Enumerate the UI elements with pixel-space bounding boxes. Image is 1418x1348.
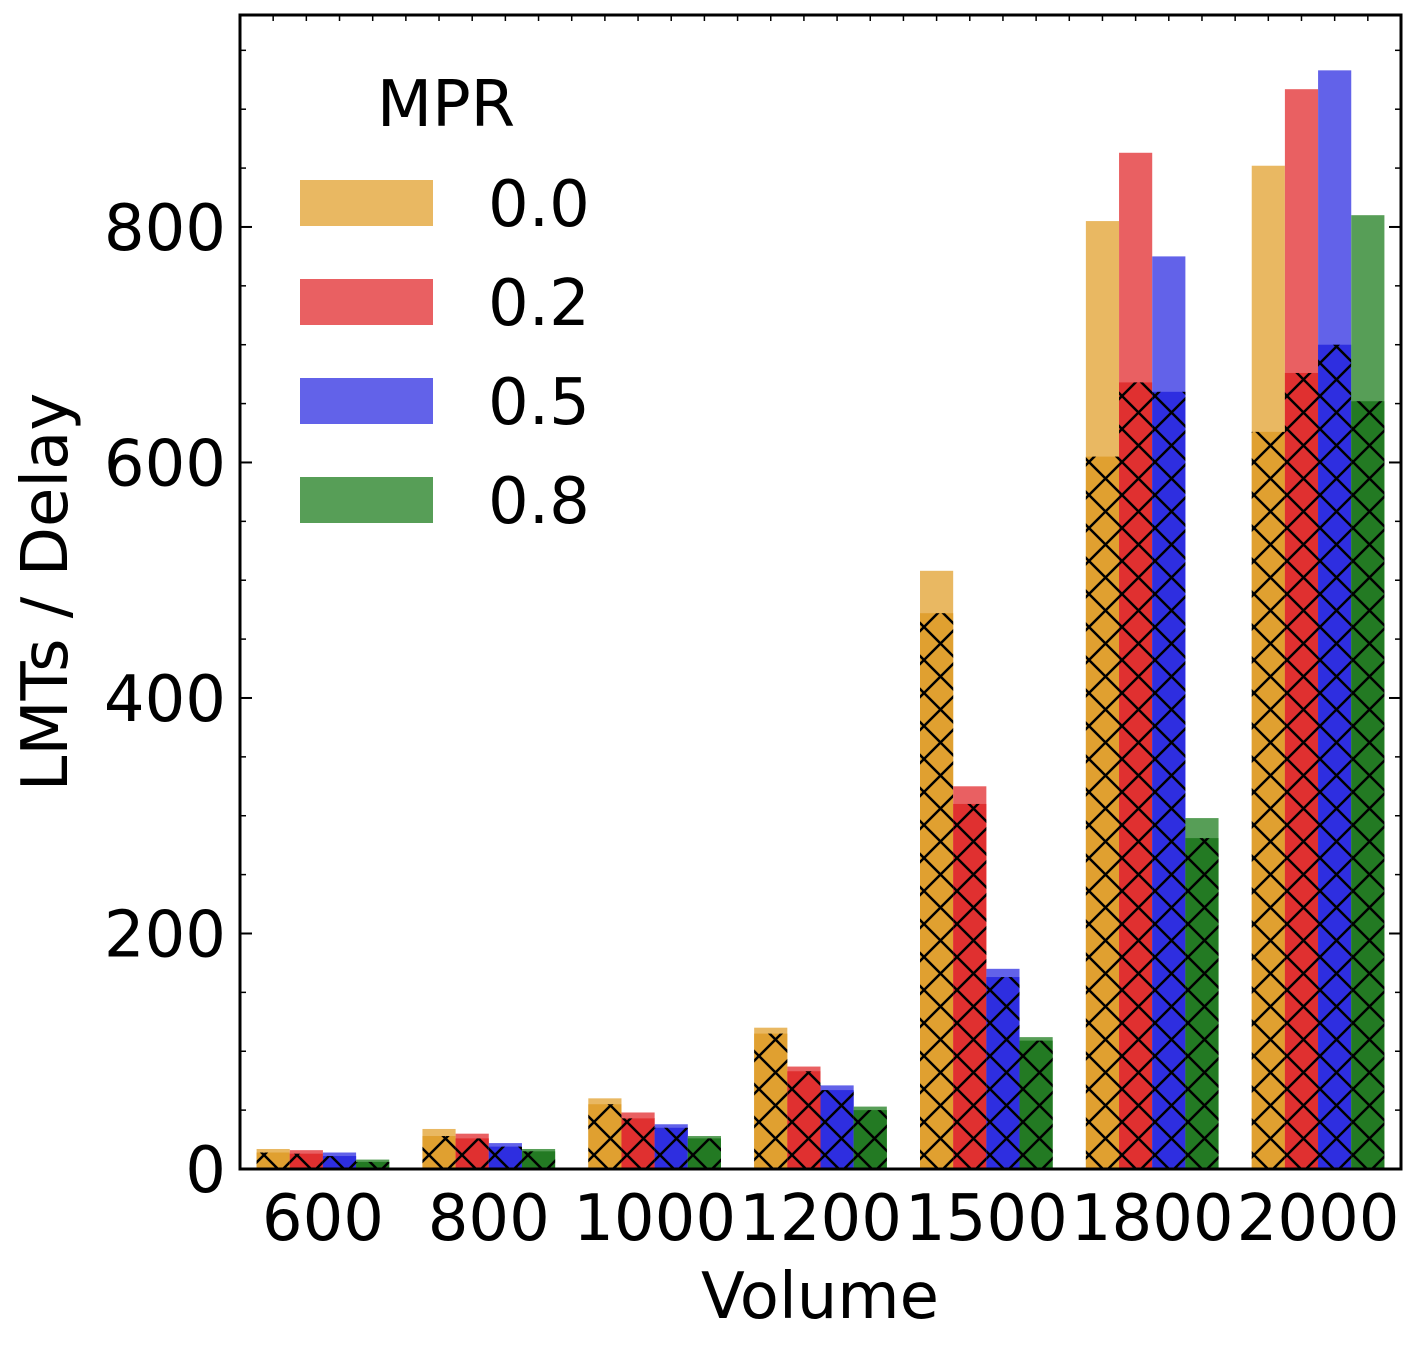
x-axis-label: Volume [701, 1260, 939, 1334]
x-axis-ticks: 600 800 1000 1200 1500 1800 2000 [262, 15, 1400, 1256]
bar-lmts-hatch-mpr-0.5-1500 [986, 977, 1020, 1169]
bar-lmts-hatch-mpr-0.0-1000 [588, 1104, 622, 1169]
legend-swatch-mpr-0.5 [300, 378, 433, 424]
y-tick-label: 200 [104, 898, 226, 972]
bar-lmts-hatch-mpr-0.5-1200 [820, 1090, 854, 1169]
bar-lmts-hatch-mpr-0.8-600 [356, 1161, 390, 1169]
bar-lmts-hatch-mpr-0.5-600 [322, 1156, 357, 1169]
legend-label-mpr-0.2: 0.2 [488, 267, 590, 341]
plot-frame [238, 13, 1403, 1171]
legend-title: MPR [377, 68, 515, 142]
y-tick-label: 0 [185, 1134, 226, 1208]
x-tick-label: 1500 [905, 1182, 1068, 1256]
bar-lmts-hatch-mpr-0.2-2000 [1284, 372, 1319, 1169]
bar-lmts-hatch-mpr-0.2-600 [289, 1153, 323, 1169]
y-tick-label: 400 [104, 663, 226, 737]
legend-swatch-mpr-0.8 [300, 477, 433, 523]
bar-lmts-hatch-mpr-0.8-1500 [1019, 1040, 1053, 1169]
bar-lmts-hatch-mpr-0.0-1800 [1085, 456, 1120, 1169]
bars-group [256, 70, 1385, 1170]
bar-lmts-hatch-mpr-0.2-1200 [787, 1071, 821, 1169]
bar-lmts-hatch-mpr-0.5-1800 [1152, 391, 1186, 1170]
legend: MPR 0.0 0.2 0.5 0.8 [300, 68, 590, 539]
x-tick-label: 2000 [1237, 1182, 1400, 1256]
bar-lmts-hatch-mpr-0.8-2000 [1351, 401, 1385, 1170]
bar-lmts-hatch-mpr-0.2-1800 [1119, 382, 1153, 1170]
bar-lmts-hatch-mpr-0.8-1200 [853, 1110, 887, 1169]
legend-label-mpr-0.8: 0.8 [488, 465, 590, 539]
plot-area [256, 70, 1385, 1170]
bar-lmts-hatch-mpr-0.0-800 [422, 1136, 456, 1169]
bar-lmts-hatch-mpr-0.2-800 [455, 1138, 489, 1169]
y-axis-label: LMTs / Delay [9, 393, 83, 792]
bar-lmts-hatch-mpr-0.5-2000 [1318, 344, 1352, 1169]
legend-swatch-mpr-0.0 [300, 180, 433, 226]
x-tick-label: 1200 [739, 1182, 902, 1256]
legend-label-mpr-0.5: 0.5 [488, 366, 590, 440]
x-tick-label: 1000 [573, 1182, 736, 1256]
bar-lmts-hatch-mpr-0.2-1500 [953, 803, 987, 1169]
y-tick-label: 600 [104, 427, 226, 501]
bar-lmts-hatch-mpr-0.5-800 [488, 1146, 522, 1169]
y-axis-ticks: 0 200 400 600 800 [104, 49, 1401, 1208]
bar-lmts-hatch-mpr-0.5-1000 [654, 1127, 688, 1169]
legend-swatch-mpr-0.2 [300, 279, 433, 325]
x-tick-label: 800 [428, 1182, 550, 1256]
bar-lmts-hatch-mpr-0.0-1500 [920, 613, 954, 1169]
x-tick-label: 1800 [1071, 1182, 1234, 1256]
bar-lmts-hatch-mpr-0.0-600 [256, 1152, 290, 1169]
y-tick-label: 800 [104, 192, 226, 266]
bar-lmts-hatch-mpr-0.8-800 [521, 1151, 556, 1169]
bar-lmts-hatch-mpr-0.0-2000 [1251, 431, 1285, 1170]
bar-lmts-hatch-mpr-0.0-1200 [754, 1033, 788, 1169]
bar-lmts-hatch-mpr-0.8-1800 [1185, 838, 1219, 1169]
bar-lmts-hatch-mpr-0.2-1000 [621, 1118, 655, 1169]
bar-lmts-hatch-mpr-0.8-1000 [687, 1138, 721, 1169]
legend-label-mpr-0.0: 0.0 [488, 168, 590, 242]
x-tick-label: 600 [262, 1182, 384, 1256]
